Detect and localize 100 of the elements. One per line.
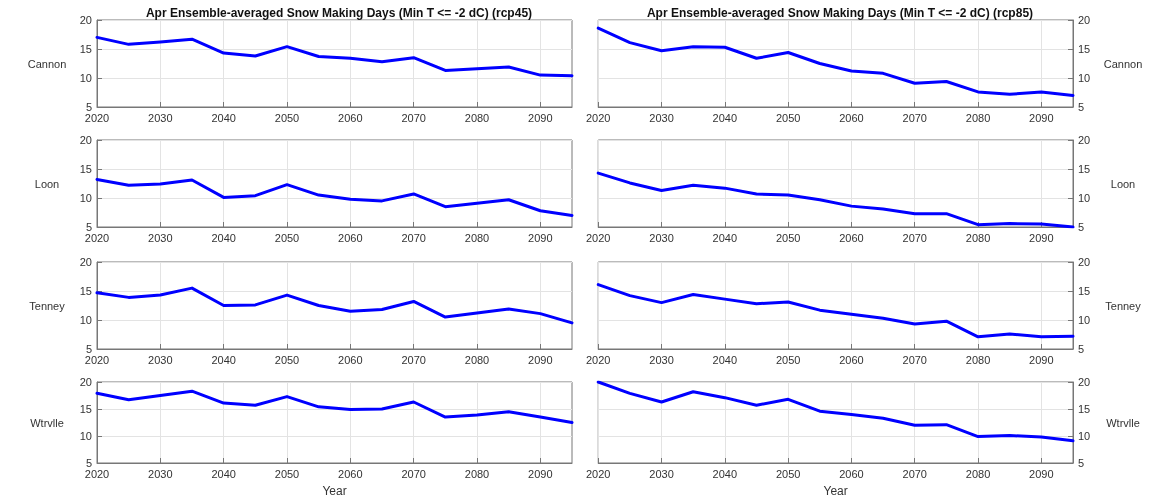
x-tick-label: 2080 bbox=[965, 231, 991, 244]
x-tick-label: 2060 bbox=[338, 353, 363, 366]
y-tick-label: 5 bbox=[1078, 457, 1085, 469]
x-tick-label: 2060 bbox=[839, 231, 864, 244]
x-tick-label: 2060 bbox=[839, 353, 864, 366]
x-tick-label: 2050 bbox=[274, 467, 300, 480]
x-tick-label: 2090 bbox=[1029, 353, 1054, 366]
x-tick-label: 2040 bbox=[211, 231, 236, 244]
x-tick-label: 2070 bbox=[902, 467, 927, 480]
x-tick-label: 2070 bbox=[401, 467, 426, 480]
x-tick-label: 2090 bbox=[528, 231, 553, 244]
x-tick-label: 2070 bbox=[401, 353, 426, 366]
x-tick-label: 2060 bbox=[338, 111, 363, 124]
y-axis-title: Cannon bbox=[1103, 57, 1143, 70]
chart-title: Apr Ensemble-averaged Snow Making Days (Min T <= -2 dC) (rcp85) bbox=[646, 6, 1034, 20]
x-tick-label: 2070 bbox=[902, 231, 927, 244]
x-tick-label: 2050 bbox=[274, 231, 300, 244]
y-tick-label: 15 bbox=[79, 403, 92, 415]
y-axis-title: Tenney bbox=[1105, 299, 1142, 312]
x-tick-label: 2050 bbox=[775, 231, 801, 244]
x-tick-label: 2030 bbox=[148, 353, 173, 366]
y-tick-label: 5 bbox=[1078, 221, 1085, 233]
y-tick-label: 15 bbox=[1078, 403, 1091, 415]
line-series bbox=[95, 35, 574, 78]
y-axis-title: Cannon bbox=[27, 57, 67, 70]
y-tick-label: 5 bbox=[1078, 101, 1085, 113]
x-tick-label: 2040 bbox=[712, 231, 738, 244]
x-tick-label: 2020 bbox=[84, 353, 110, 366]
x-tick-label: 2070 bbox=[902, 111, 927, 124]
x-tick-label: 2030 bbox=[649, 467, 674, 480]
x-tick-label: 2090 bbox=[528, 353, 553, 366]
y-tick-label: 10 bbox=[79, 314, 92, 326]
line-series bbox=[95, 286, 574, 325]
y-tick-label: 5 bbox=[85, 343, 92, 355]
x-tick-label: 2020 bbox=[585, 231, 611, 244]
y-tick-label: 20 bbox=[1078, 134, 1091, 146]
x-tick-label: 2030 bbox=[649, 231, 674, 244]
y-tick-label: 10 bbox=[79, 430, 92, 442]
y-tick-label: 5 bbox=[85, 101, 92, 113]
x-tick-label: 2050 bbox=[274, 353, 300, 366]
x-tick-label: 2080 bbox=[464, 111, 490, 124]
x-tick-label: 2080 bbox=[464, 353, 490, 366]
x-tick-label: 2020 bbox=[585, 353, 611, 366]
y-tick-label: 10 bbox=[1078, 72, 1091, 84]
x-tick-label: 2050 bbox=[775, 467, 801, 480]
x-tick-label: 2090 bbox=[1029, 231, 1054, 244]
x-tick-label: 2020 bbox=[84, 467, 110, 480]
x-tick-label: 2050 bbox=[775, 111, 801, 124]
line-series bbox=[596, 283, 1075, 339]
line-series bbox=[95, 177, 574, 217]
x-tick-label: 2020 bbox=[84, 231, 110, 244]
x-tick-label: 2080 bbox=[464, 231, 490, 244]
x-tick-label: 2020 bbox=[585, 467, 611, 480]
x-tick-label: 2090 bbox=[528, 111, 553, 124]
y-axis-title: Loon bbox=[34, 177, 60, 190]
x-tick-label: 2030 bbox=[148, 111, 173, 124]
x-tick-label: 2080 bbox=[965, 353, 991, 366]
y-tick-label: 5 bbox=[85, 457, 92, 469]
y-tick-label: 5 bbox=[1078, 343, 1085, 355]
y-tick-label: 10 bbox=[1078, 314, 1091, 326]
chart-title: Apr Ensemble-averaged Snow Making Days (Min T <= -2 dC) (rcp45) bbox=[145, 6, 533, 20]
x-tick-label: 2060 bbox=[839, 467, 864, 480]
x-tick-label: 2070 bbox=[401, 231, 426, 244]
y-tick-label: 15 bbox=[1078, 163, 1091, 175]
x-tick-label: 2080 bbox=[965, 111, 991, 124]
x-tick-label: 2040 bbox=[712, 111, 738, 124]
x-tick-label: 2070 bbox=[902, 353, 927, 366]
x-tick-label: 2090 bbox=[528, 467, 553, 480]
line-series bbox=[596, 26, 1075, 97]
x-tick-label: 2090 bbox=[1029, 467, 1054, 480]
y-tick-label: 20 bbox=[79, 134, 92, 146]
x-tick-label: 2030 bbox=[148, 467, 173, 480]
y-tick-label: 10 bbox=[1078, 192, 1091, 204]
x-tick-label: 2040 bbox=[211, 467, 236, 480]
x-tick-label: 2060 bbox=[338, 467, 363, 480]
y-tick-label: 15 bbox=[79, 43, 92, 55]
x-tick-label: 2070 bbox=[401, 111, 426, 124]
y-tick-label: 10 bbox=[1078, 430, 1091, 442]
y-tick-label: 20 bbox=[79, 256, 92, 268]
y-tick-label: 20 bbox=[79, 14, 92, 26]
y-tick-label: 20 bbox=[1078, 14, 1091, 26]
y-tick-label: 15 bbox=[1078, 285, 1091, 297]
y-tick-label: 20 bbox=[1078, 376, 1091, 388]
y-tick-label: 15 bbox=[1078, 43, 1091, 55]
x-tick-label: 2030 bbox=[148, 231, 173, 244]
x-tick-label: 2040 bbox=[712, 467, 738, 480]
x-axis-title: Year bbox=[322, 484, 347, 498]
x-tick-label: 2040 bbox=[712, 353, 738, 366]
y-tick-label: 20 bbox=[79, 376, 92, 388]
x-tick-label: 2080 bbox=[965, 467, 991, 480]
line-series bbox=[95, 389, 574, 424]
x-tick-label: 2020 bbox=[585, 111, 611, 124]
x-tick-label: 2060 bbox=[839, 111, 864, 124]
y-tick-label: 10 bbox=[79, 72, 92, 84]
x-tick-label: 2050 bbox=[274, 111, 300, 124]
y-tick-label: 20 bbox=[1078, 256, 1091, 268]
y-axis-title: Wtrvlle bbox=[30, 416, 64, 429]
x-tick-label: 2030 bbox=[649, 353, 674, 366]
x-tick-label: 2090 bbox=[1029, 111, 1054, 124]
y-tick-label: 5 bbox=[85, 221, 92, 233]
